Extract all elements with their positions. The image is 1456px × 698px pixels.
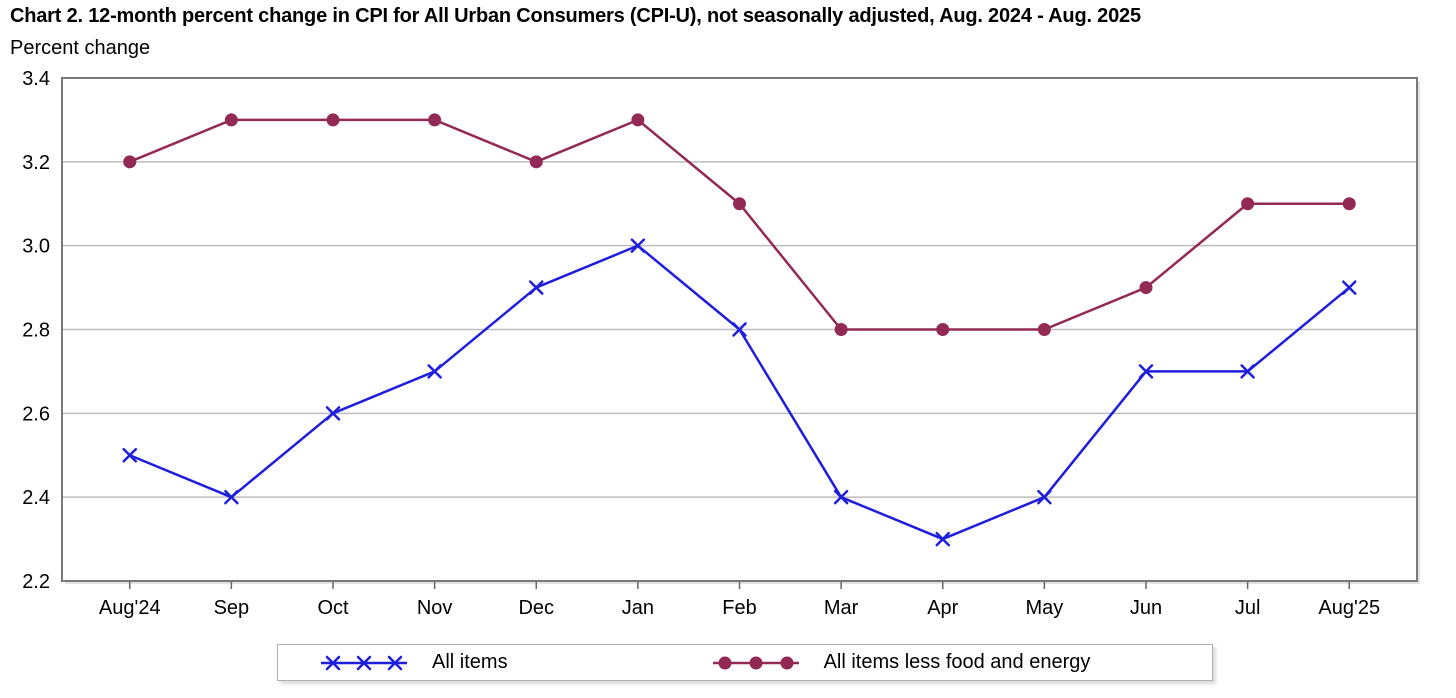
y-axis-tick-label: 3.0 [22,236,50,258]
data-point-circle-marker [123,155,137,169]
data-point-circle-marker [1342,197,1356,211]
y-axis-tick-label: 2.8 [22,320,50,342]
data-point-circle-marker [718,656,732,669]
data-point-x-marker [935,531,950,547]
y-axis-tick-label: 3.4 [22,68,50,90]
y-axis-tick-label: 3.2 [22,152,50,174]
data-point-x-marker [325,655,341,670]
data-point-x-marker [387,655,403,670]
x-axis-tick-label: Aug'25 [1318,597,1380,619]
x-axis-tick-label: Apr [927,597,958,619]
line-chart: 2.2 2.4 2.6 2.8 3.0 3.2 3.4 Aug'24 Sep Oct Nov Dec J… [22,68,1420,619]
data-point-circle-marker [631,113,645,127]
x-axis-tick-label: Jan [622,597,654,619]
data-point-x-marker [1240,364,1255,379]
data-point-x-marker [1037,489,1052,505]
data-point-x-marker [356,655,372,670]
x-axis-tick-label: Sep [214,597,250,619]
data-point-circle-marker [1139,281,1153,295]
x-axis-tick-label: Nov [417,597,453,619]
x-axis-tick-label: Feb [722,597,756,619]
data-point-circle-marker [1037,323,1051,336]
legend-sample-all-items [321,655,407,670]
data-point-x-marker [732,322,747,337]
data-point-circle-marker [733,197,746,211]
data-point-circle-marker [936,323,950,336]
data-point-x-marker [1342,280,1357,295]
data-point-x-marker [224,489,239,505]
legend-item-all-items-less-food-and-energy: All items less food and energy [712,651,1091,674]
legend-label-all-items: All items [432,651,508,673]
data-point-x-marker [122,448,137,463]
x-axis-tick-label: Mar [824,597,859,619]
chart-title: Chart 2. 12-month percent change in CPI … [10,5,1141,27]
legend-item-all-items: All items [320,651,508,674]
x-axis-tick-label: Oct [317,597,349,619]
x-axis-tick-label: Dec [518,597,554,619]
x-axis-tick-label: Jul [1235,597,1261,619]
data-point-circle-marker [749,656,763,669]
data-point-circle-marker [780,656,794,669]
y-axis-tick-label: 2.6 [22,403,50,425]
legend-label-all-items-less-food-and-energy: All items less food and energy [823,651,1091,673]
x-axis-tick-label: Jun [1130,597,1162,619]
data-point-circle-marker [428,113,442,127]
data-point-x-marker [630,238,646,253]
data-point-x-marker [529,280,544,295]
y-axis-tick-label: 2.4 [22,487,50,509]
data-point-x-marker [325,406,341,421]
data-point-circle-marker [224,113,238,127]
chart-subtitle: Percent change [10,37,151,59]
data-point-circle-marker [529,155,543,169]
y-axis-tick-label: 2.2 [22,571,50,593]
data-point-x-marker [427,364,442,379]
x-axis-tick-label: Aug'24 [99,597,161,619]
data-point-x-marker [1138,364,1154,379]
data-point-circle-marker [834,323,848,336]
data-point-x-marker [833,489,849,505]
x-axis-tick-label: May [1025,597,1063,619]
data-point-circle-marker [326,113,340,127]
legend: All items All items less food and energy [277,644,1213,681]
legend-sample-all-items-less-food-and-energy [712,656,799,669]
data-point-circle-marker [1241,197,1255,211]
